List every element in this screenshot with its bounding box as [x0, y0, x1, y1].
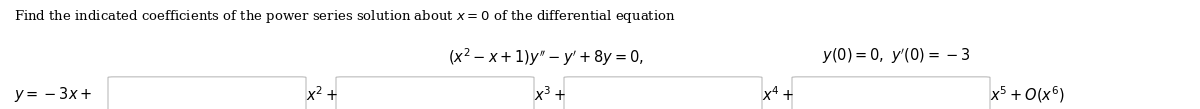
FancyBboxPatch shape: [108, 77, 306, 109]
FancyBboxPatch shape: [564, 77, 762, 109]
Text: $y = -3x+$: $y = -3x+$: [14, 85, 92, 104]
Text: $(x^2 - x + 1)y'' - y' + 8y = 0,$: $(x^2 - x + 1)y'' - y' + 8y = 0,$: [448, 46, 644, 68]
Text: $x^5 + O(x^6)$: $x^5 + O(x^6)$: [990, 84, 1064, 105]
FancyBboxPatch shape: [336, 77, 534, 109]
Text: $x^3+$: $x^3+$: [534, 85, 566, 104]
Text: $y(0) = 0,\ y'(0) = -3$: $y(0) = 0,\ y'(0) = -3$: [822, 47, 971, 66]
Text: $x^4+$: $x^4+$: [762, 85, 794, 104]
Text: Find the indicated coefficients of the power series solution about $x = 0$ of th: Find the indicated coefficients of the p…: [14, 8, 676, 25]
FancyBboxPatch shape: [792, 77, 990, 109]
Text: $x^2+$: $x^2+$: [306, 85, 338, 104]
